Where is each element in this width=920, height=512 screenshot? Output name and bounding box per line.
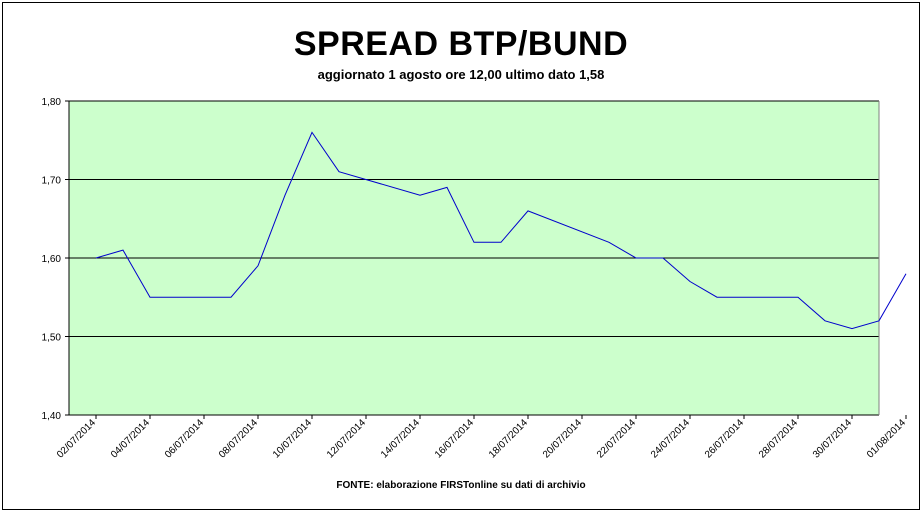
- x-tick-label: 01/08/2014: [865, 417, 908, 460]
- x-tick-label: 18/07/2014: [487, 417, 530, 460]
- x-tick-label: 24/07/2014: [649, 417, 692, 460]
- x-tick-label: 30/07/2014: [811, 417, 854, 460]
- chart-subtitle: aggiornato 1 agosto ore 12,00 ultimo dat…: [317, 67, 605, 82]
- x-tick-label: 14/07/2014: [379, 417, 422, 460]
- series-line: [95, 131, 907, 330]
- x-tick-label: 20/07/2014: [541, 417, 584, 460]
- x-tick-label: 06/07/2014: [163, 417, 206, 460]
- y-tick-label: 1,80: [42, 97, 62, 108]
- x-tick-label: 08/07/2014: [217, 417, 260, 460]
- chart-title: SPREAD BTP/BUND: [293, 25, 629, 63]
- y-tick-label: 1,60: [42, 254, 62, 265]
- chart-source-note: FONTE: elaborazione FIRSTonline su dati …: [336, 480, 586, 491]
- x-tick-label: 02/07/2014: [55, 417, 98, 460]
- x-tick-label: 10/07/2014: [271, 417, 314, 460]
- x-tick-label: 28/07/2014: [757, 417, 800, 460]
- x-tick-label: 26/07/2014: [703, 417, 746, 460]
- y-tick-label: 1,50: [42, 333, 62, 344]
- x-tick-label: 12/07/2014: [325, 417, 368, 460]
- y-tick-label: 1,40: [42, 411, 62, 422]
- x-tick-label: 16/07/2014: [433, 417, 476, 460]
- x-tick-label: 22/07/2014: [595, 417, 638, 460]
- y-tick-label: 1,70: [42, 176, 62, 187]
- x-tick-label: 04/07/2014: [109, 417, 152, 460]
